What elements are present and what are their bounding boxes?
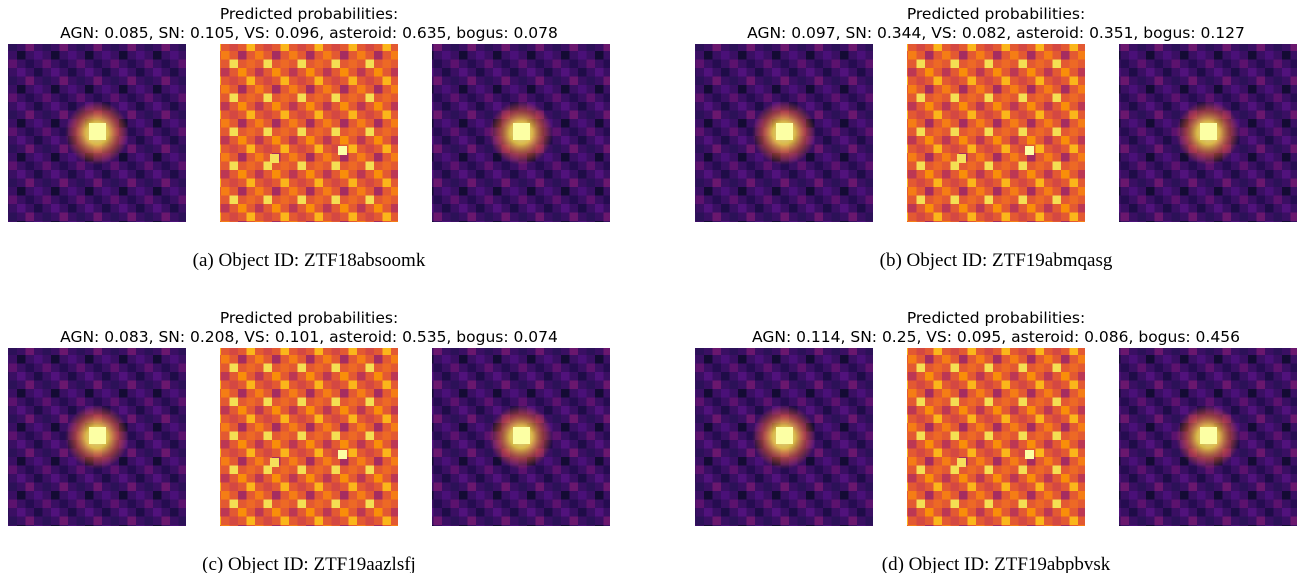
caption: (c) Object ID: ZTF19aazlsfj — [202, 554, 416, 573]
bright-pixel — [270, 458, 279, 467]
subfigure: Predicted probabilities:AGN: 0.085, SN: … — [8, 5, 610, 271]
bright-pixel — [338, 146, 347, 155]
subfigure: Predicted probabilities:AGN: 0.097, SN: … — [695, 5, 1297, 271]
bright-pixel — [1025, 450, 1034, 459]
source-core — [513, 123, 530, 140]
panel-title: AGN: 0.083, SN: 0.208, VS: 0.101, astero… — [60, 328, 558, 346]
panel-title: Predicted probabilities: — [907, 5, 1085, 23]
subfigure: Predicted probabilities:AGN: 0.083, SN: … — [8, 309, 610, 573]
difference-image — [220, 44, 398, 222]
bright-pixel — [1025, 146, 1034, 155]
source-core — [1200, 427, 1217, 444]
panel-title: AGN: 0.114, SN: 0.25, VS: 0.095, asteroi… — [752, 328, 1240, 346]
source-core — [776, 427, 793, 444]
bright-pixel — [270, 154, 279, 163]
difference-image — [220, 348, 398, 526]
caption: (d) Object ID: ZTF19abpbvsk — [882, 554, 1111, 573]
source-core — [89, 123, 106, 140]
panel-title: AGN: 0.097, SN: 0.344, VS: 0.082, astero… — [747, 24, 1245, 42]
panel-title: AGN: 0.085, SN: 0.105, VS: 0.096, astero… — [60, 24, 558, 42]
bright-pixel — [957, 458, 966, 467]
panel-title: Predicted probabilities: — [220, 5, 398, 23]
difference-image — [907, 44, 1085, 222]
difference-image — [907, 348, 1085, 526]
source-core — [776, 123, 793, 140]
panel-title: Predicted probabilities: — [907, 309, 1085, 327]
bright-pixel — [338, 450, 347, 459]
source-core — [1200, 123, 1217, 140]
bright-pixel — [957, 154, 966, 163]
source-core — [513, 427, 530, 444]
caption: (a) Object ID: ZTF18absoomk — [193, 250, 426, 271]
source-core — [89, 427, 106, 444]
panel-title: Predicted probabilities: — [220, 309, 398, 327]
caption: (b) Object ID: ZTF19abmqasg — [880, 250, 1113, 271]
subfigure: Predicted probabilities:AGN: 0.114, SN: … — [695, 309, 1297, 573]
